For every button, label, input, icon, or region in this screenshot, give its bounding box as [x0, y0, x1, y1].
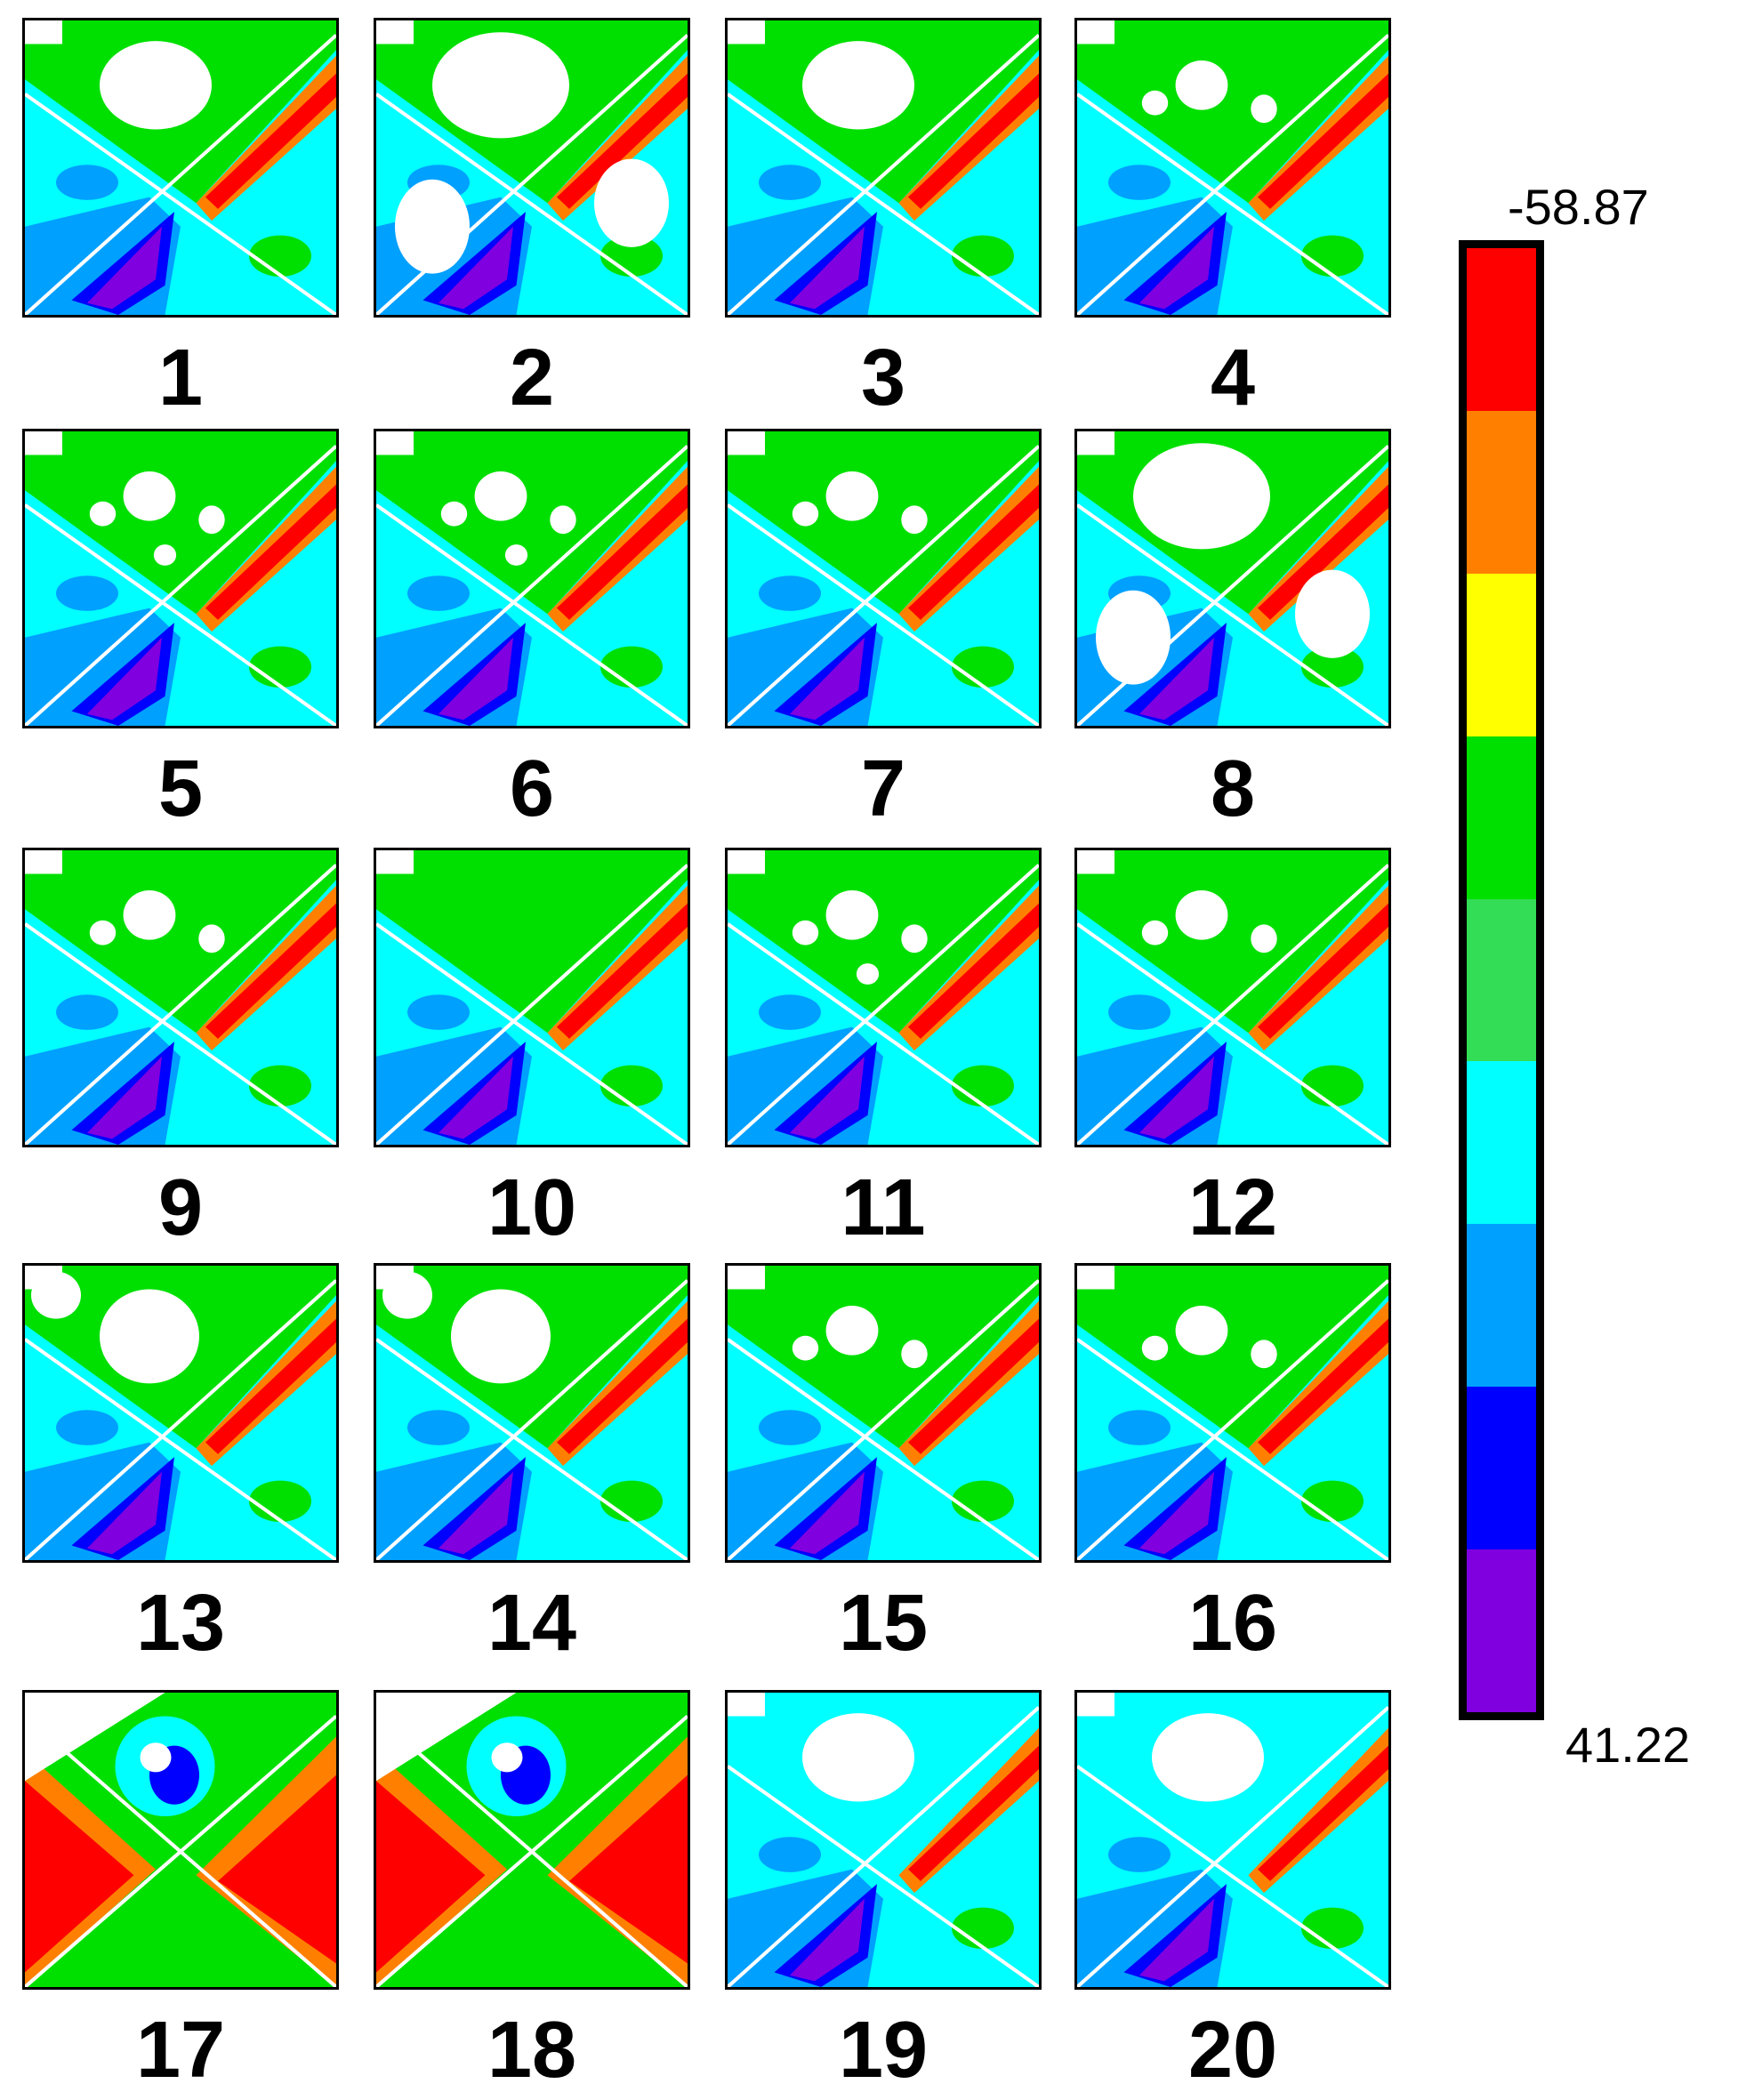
colorbar-min-label: 41.22	[1565, 1717, 1691, 1773]
colorbar-band	[1467, 410, 1536, 574]
heatmap-image	[25, 20, 336, 315]
heatmap-frame	[374, 848, 690, 1147]
heatmap-image	[25, 1693, 336, 1987]
colorbar-band	[1467, 1224, 1536, 1388]
heatmap-frame	[374, 18, 690, 318]
colorbar-band	[1467, 248, 1536, 411]
heatmap-frame	[725, 18, 1042, 318]
heatmap-image	[1077, 850, 1388, 1145]
panel-number: 18	[487, 2006, 577, 2095]
heatmap-image	[25, 431, 336, 726]
panel-number: 5	[157, 744, 204, 833]
colorbar-band	[1467, 1549, 1536, 1713]
panel-number: 10	[487, 1163, 577, 1252]
heatmap-image	[1077, 1693, 1388, 1987]
heatmap-image	[376, 20, 688, 315]
heatmap-image	[728, 20, 1039, 315]
heatmap-image	[728, 1266, 1039, 1560]
heatmap-image	[25, 850, 336, 1145]
heatmap-frame	[22, 429, 339, 728]
colorbar	[1459, 240, 1544, 1720]
heatmap-frame	[374, 429, 690, 728]
panel-number: 16	[1187, 1579, 1278, 1668]
heatmap-image	[376, 431, 688, 726]
panel-number: 3	[860, 334, 906, 422]
panel-number: 15	[838, 1579, 929, 1668]
heatmap-frame	[22, 1263, 339, 1563]
heatmap-frame	[22, 18, 339, 318]
panel-number: 17	[135, 2006, 226, 2095]
panel-number: 12	[1187, 1163, 1278, 1252]
panel-number: 11	[841, 1163, 926, 1252]
panel-number: 2	[509, 334, 555, 422]
heatmap-frame	[1074, 848, 1391, 1147]
panel-number: 8	[1210, 744, 1256, 833]
heatmap-frame	[374, 1263, 690, 1563]
heatmap-image	[728, 1693, 1039, 1987]
heatmap-frame	[725, 1263, 1042, 1563]
panel-number: 14	[487, 1579, 577, 1668]
heatmap-image	[1077, 1266, 1388, 1560]
heatmap-frame	[1074, 429, 1391, 728]
heatmap-image	[728, 431, 1039, 726]
heatmap-frame	[725, 848, 1042, 1147]
heatmap-image	[376, 1693, 688, 1987]
heatmap-image	[376, 850, 688, 1145]
panel-number: 20	[1187, 2006, 1278, 2095]
heatmap-frame	[725, 1690, 1042, 1990]
panel-number: 13	[135, 1579, 226, 1668]
heatmap-image	[728, 850, 1039, 1145]
heatmap-frame	[725, 429, 1042, 728]
colorbar-band	[1467, 1387, 1536, 1550]
panel-number: 6	[509, 744, 555, 833]
heatmap-frame	[22, 1690, 339, 1990]
heatmap-image	[1077, 431, 1388, 726]
heatmap-frame	[22, 848, 339, 1147]
colorbar-max-label: -58.87	[1508, 179, 1649, 235]
heatmap-image	[25, 1266, 336, 1560]
panel-number: 9	[157, 1163, 204, 1252]
panel-number: 19	[838, 2006, 929, 2095]
heatmap-frame	[1074, 18, 1391, 318]
colorbar-band	[1467, 736, 1536, 899]
panel-number: 1	[157, 334, 204, 422]
colorbar-band	[1467, 573, 1536, 736]
heatmap-frame	[1074, 1690, 1391, 1990]
heatmap-frame	[374, 1690, 690, 1990]
colorbar-band	[1467, 898, 1536, 1062]
heatmap-image	[376, 1266, 688, 1560]
heatmap-frame	[1074, 1263, 1391, 1563]
panel-number: 7	[860, 744, 906, 833]
heatmap-image	[1077, 20, 1388, 315]
panel-number: 4	[1210, 334, 1256, 422]
colorbar-band	[1467, 1061, 1536, 1225]
